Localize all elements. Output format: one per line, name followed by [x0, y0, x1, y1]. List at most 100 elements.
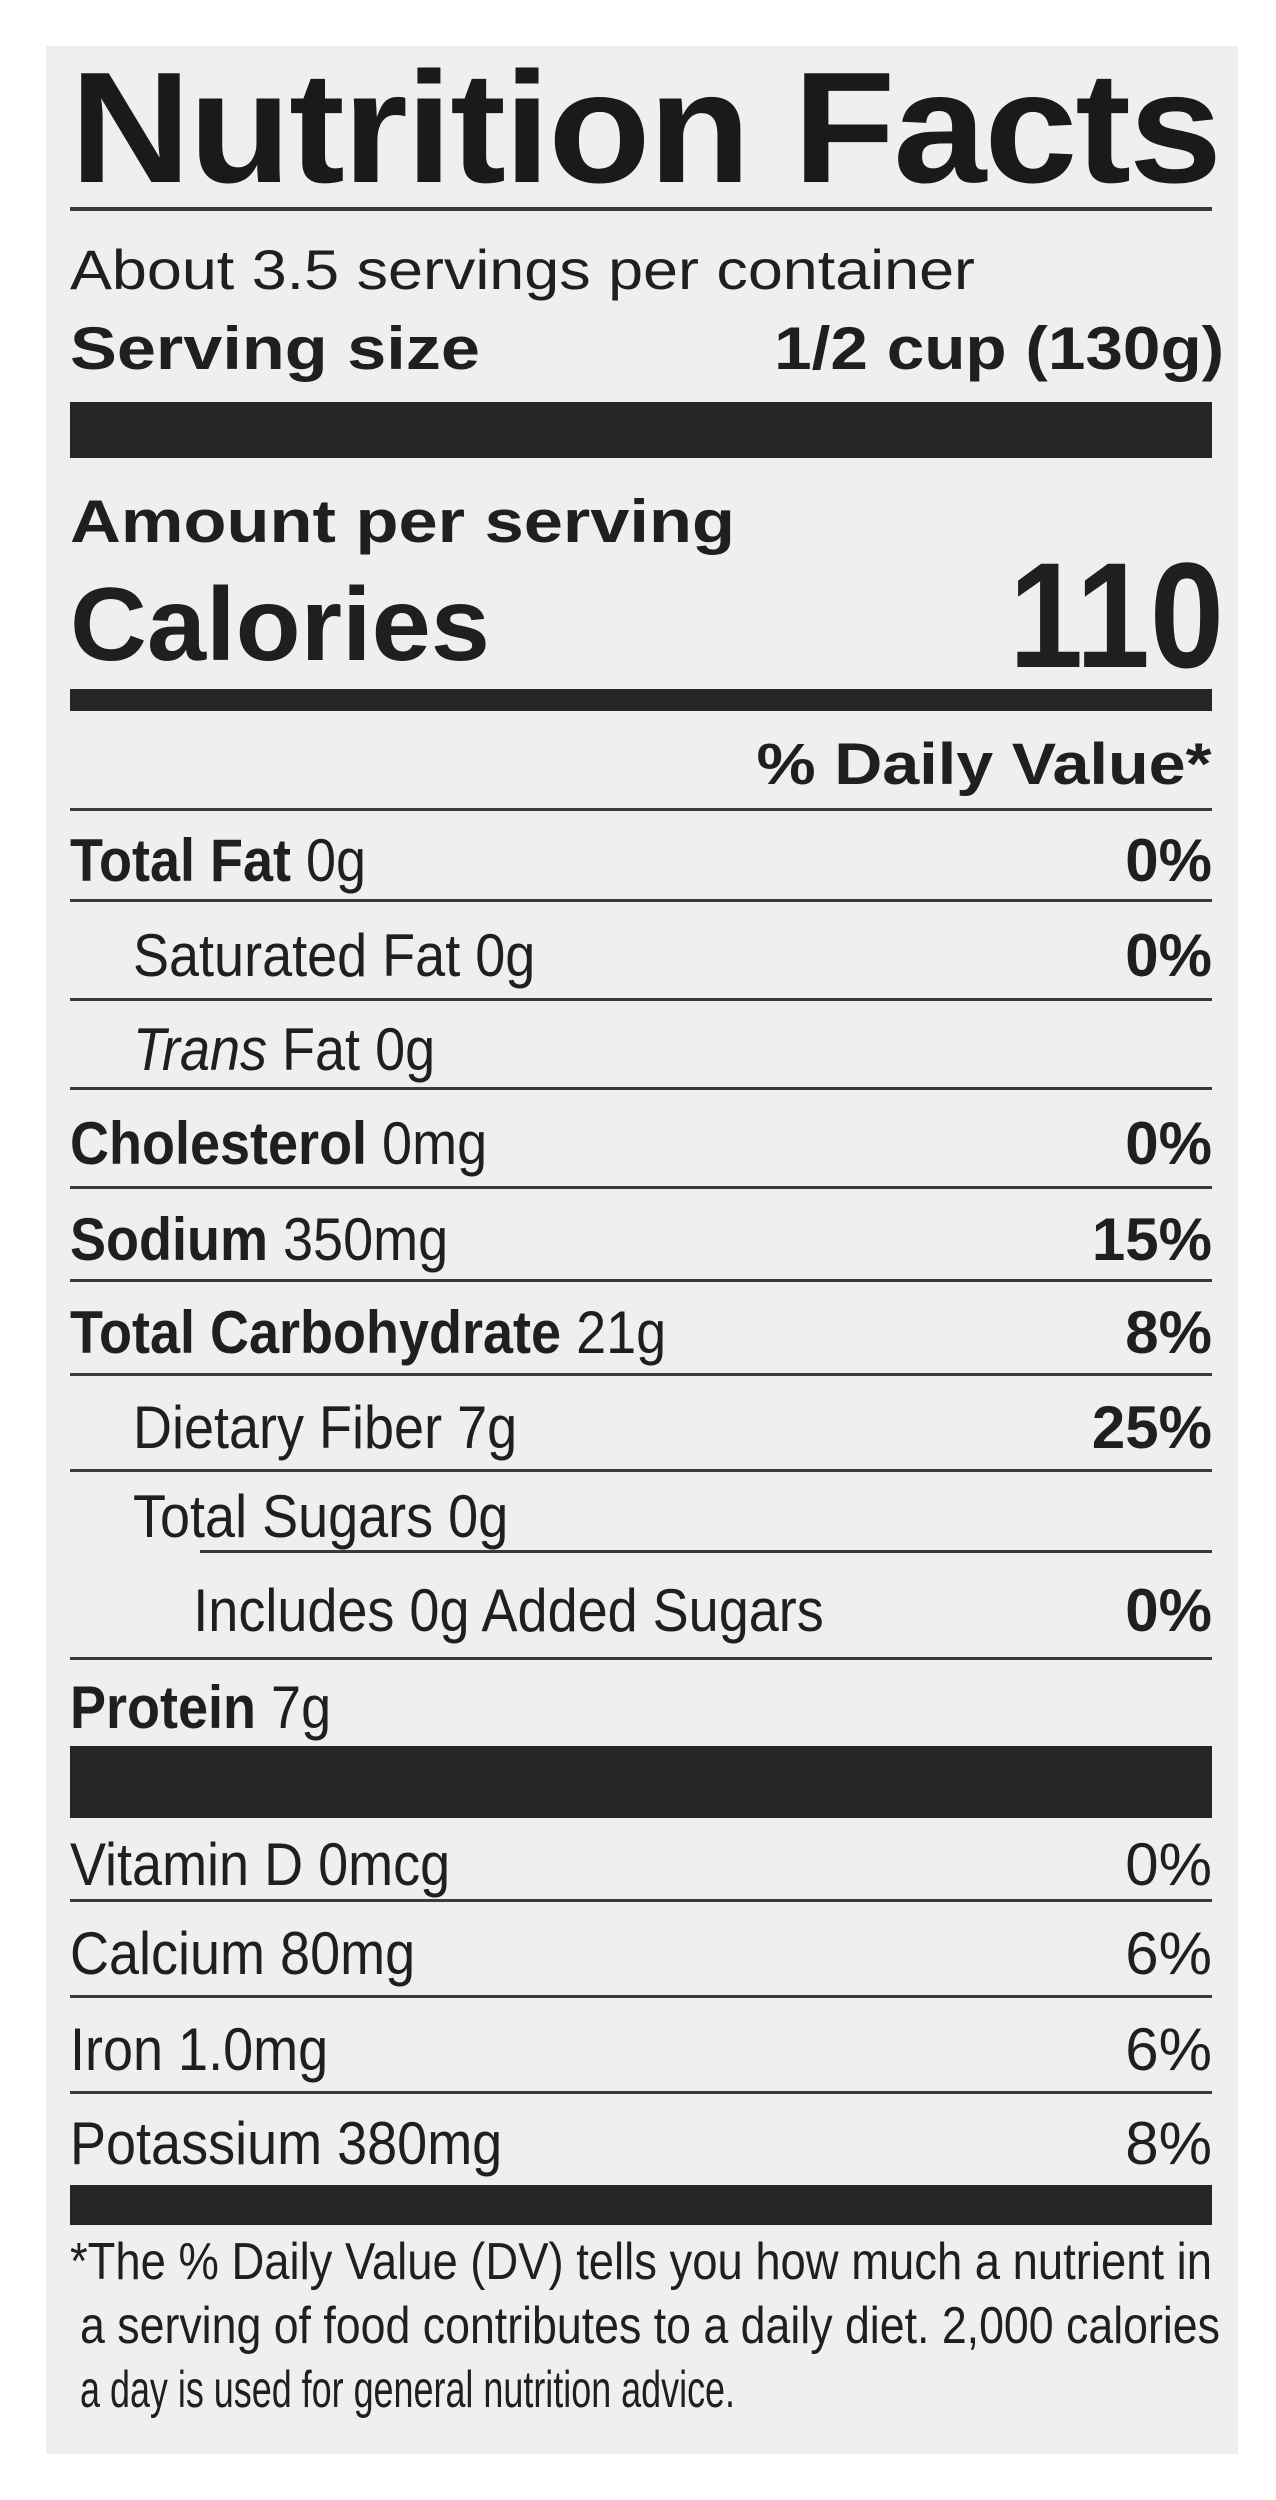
vitamin-label: Vitamin D — [70, 1830, 304, 1898]
vitamin-amount: 0mcg — [318, 1830, 451, 1898]
vitamin-row: Iron 1.0mg 6% — [70, 1997, 1212, 2093]
vitamin-daily-value: 6% — [1125, 1920, 1212, 1987]
serving-size-label-wrap: Serving size — [70, 316, 480, 382]
divider — [70, 1469, 1212, 1472]
nutrient-name: Sodium 350mg — [70, 1205, 449, 1273]
divider — [70, 1899, 1212, 1902]
nutrient-name: Includes 0g Added Sugars — [70, 1576, 824, 1644]
nutrient-name: Saturated Fat 0g — [70, 921, 536, 989]
nutrient-daily-value: 25% — [1091, 1394, 1212, 1461]
medium-divider — [70, 689, 1212, 711]
nutrient-amount: 7g — [457, 1394, 518, 1461]
nutrient-amount: 0g — [305, 826, 367, 894]
divider — [70, 1995, 1212, 1998]
vitamin-row: Potassium 380mg 8% — [70, 2093, 1212, 2185]
nutrient-daily-value: 8% — [1125, 1299, 1212, 1366]
nutrient-label: Total Carbohydrate — [70, 1299, 562, 1366]
vitamin-daily-value: 6% — [1125, 2016, 1212, 2083]
nutrient-row: Sodium 350mg 15% — [70, 1188, 1212, 1281]
nutrient-name-italic: Trans — [133, 1015, 268, 1083]
nutrient-amount: 0mg — [382, 1109, 488, 1177]
vitamin-daily-value: 8% — [1125, 2110, 1212, 2177]
divider — [70, 1186, 1212, 1189]
nutrient-row: Cholesterol 0mg 0% — [70, 1089, 1212, 1188]
nutrient-amount: 0g — [448, 1482, 509, 1550]
nutrient-row: Trans Fat 0g — [70, 1000, 1212, 1089]
vitamin-amount: 380mg — [337, 2110, 503, 2177]
title-wrap: Nutrition Facts — [70, 40, 1222, 216]
divider — [70, 2091, 1212, 2094]
serving-size-value-wrap: 1/2 cup (130g) — [774, 316, 1224, 382]
divider — [70, 998, 1212, 1001]
divider — [70, 899, 1212, 902]
thick-divider — [70, 402, 1212, 458]
nutrient-label: Cholesterol — [70, 1109, 368, 1177]
divider — [70, 1657, 1212, 1660]
thick-divider — [70, 1746, 1212, 1818]
nutrient-name: Cholesterol 0mg — [70, 1109, 488, 1177]
vitamin-amount: 80mg — [280, 1920, 416, 1987]
amount-per-serving: Amount per serving — [70, 488, 735, 555]
servings-per-container: About 3.5 servings per container — [70, 238, 975, 301]
daily-value-header: % Daily Value* — [757, 732, 1212, 797]
nutrient-label: Total Sugars — [133, 1482, 434, 1550]
footnote-line: a day is used for general nutrition advi… — [80, 2361, 735, 2419]
amount-per-serving-wrap: Amount per serving — [70, 490, 735, 554]
divider — [70, 207, 1212, 211]
vitamin-name: Vitamin D 0mcg — [70, 1830, 451, 1898]
nutrient-amount: 350mg — [283, 1205, 449, 1273]
nutrient-label: Includes 0g Added Sugars — [193, 1576, 824, 1644]
nutrient-daily-value: 0% — [1125, 1109, 1212, 1177]
nutrient-name: Total Carbohydrate 21g — [70, 1300, 666, 1366]
nutrient-label: Dietary Fiber — [133, 1394, 443, 1461]
footnote-line: *The % Daily Value (DV) tells you how mu… — [70, 2233, 1212, 2291]
nutrient-amount: 7g — [271, 1673, 332, 1741]
vitamin-label: Iron — [70, 2016, 164, 2083]
nutrient-name: Total Fat 0g — [70, 826, 367, 894]
calories-value: 110 — [1009, 531, 1224, 699]
vitamin-row: Calcium 80mg 6% — [70, 1901, 1212, 1997]
divider — [70, 808, 1212, 811]
nutrient-daily-value: 0% — [1125, 826, 1212, 894]
vitamin-row: Vitamin D 0mcg 0% — [70, 1818, 1212, 1901]
nutrient-row: Includes 0g Added Sugars 0% — [70, 1552, 1212, 1659]
calories-value-wrap: 110 — [982, 531, 1224, 699]
vitamin-daily-value: 0% — [1125, 1830, 1212, 1898]
nutrient-row: Total Carbohydrate 21g 8% — [70, 1281, 1212, 1375]
serving-size-value: 1/2 cup (130g) — [774, 315, 1224, 382]
nutrient-row: Total Fat 0g 0% — [70, 810, 1212, 901]
thick-divider — [70, 2185, 1212, 2225]
divider — [200, 1550, 1212, 1553]
divider — [70, 1279, 1212, 1282]
nutrient-daily-value: 0% — [1125, 921, 1212, 989]
calories-label: Calories — [70, 567, 490, 683]
footnote-line: a serving of food contributes to a daily… — [80, 2297, 1220, 2355]
nutrient-label: Sodium — [70, 1205, 268, 1273]
vitamin-label: Potassium — [70, 2110, 323, 2177]
vitamin-name: Potassium 380mg — [70, 2111, 502, 2177]
vitamin-name: Calcium 80mg — [70, 1921, 415, 1987]
servings-wrap: About 3.5 servings per container — [70, 238, 975, 302]
vitamin-name: Iron 1.0mg — [70, 2017, 328, 2083]
nutrient-row: Protein 7g — [70, 1659, 1212, 1746]
nutrient-name: Protein 7g — [70, 1673, 332, 1741]
nutrient-name: Dietary Fiber 7g — [70, 1395, 517, 1461]
nutrient-label: Protein — [70, 1673, 257, 1741]
serving-size-label: Serving size — [70, 315, 480, 382]
nutrient-name: Trans Fat 0g — [70, 1015, 435, 1083]
nutrient-daily-value: 0% — [1125, 1576, 1212, 1644]
vitamin-amount: 1.0mg — [178, 2016, 329, 2083]
nutrient-amount: 0g — [475, 921, 536, 989]
nutrient-row: Total Sugars 0g — [70, 1471, 1212, 1552]
nutrient-row: Dietary Fiber 7g 25% — [70, 1375, 1212, 1471]
nutrient-label: Fat — [282, 1015, 361, 1083]
nutrient-label: Total Fat — [70, 826, 291, 894]
divider — [70, 1087, 1212, 1090]
nutrient-row: Saturated Fat 0g 0% — [70, 901, 1212, 1000]
vitamin-label: Calcium — [70, 1920, 266, 1987]
calories-label-wrap: Calories — [70, 570, 490, 680]
nutrient-name: Total Sugars 0g — [70, 1482, 509, 1550]
daily-value-header-wrap: % Daily Value* — [757, 730, 1212, 800]
nutrient-amount: 21g — [576, 1299, 667, 1366]
label-title: Nutrition Facts — [70, 40, 1222, 216]
